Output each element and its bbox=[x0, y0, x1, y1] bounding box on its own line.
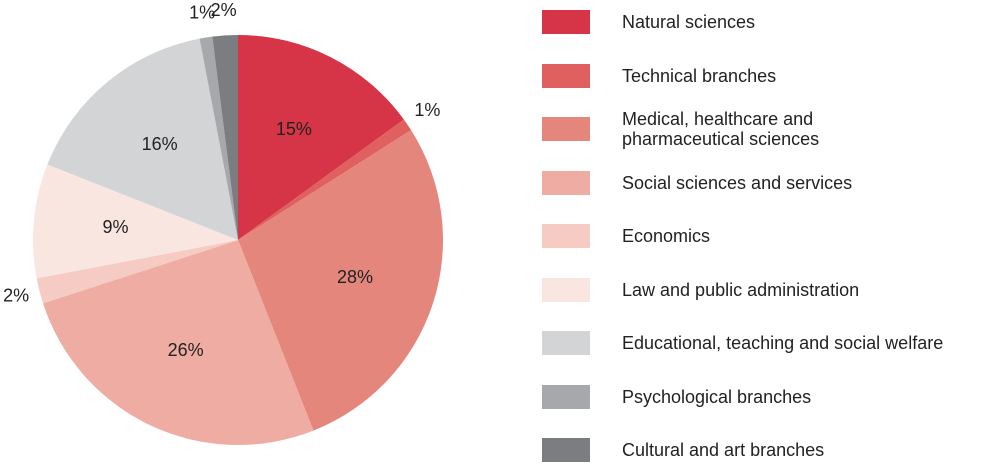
pie-slice bbox=[238, 119, 412, 240]
legend-swatch bbox=[542, 224, 590, 248]
legend-swatch bbox=[542, 10, 590, 34]
pie-chart: 15%1%28%26%2%9%16%1%2% bbox=[3, 0, 443, 445]
legend-label: Cultural and art branches bbox=[622, 440, 825, 460]
pie-slice bbox=[238, 35, 404, 240]
page: {"chart_data": {"type": "pie", "categori… bbox=[3, 0, 944, 462]
legend-swatch bbox=[542, 277, 590, 302]
legend-swatch bbox=[542, 384, 590, 409]
slice-label: 2% bbox=[211, 0, 237, 20]
legend-label: Technical branches bbox=[622, 65, 777, 86]
pie-slice bbox=[32, 164, 238, 279]
pie-slice bbox=[238, 130, 443, 431]
slice-label: 16% bbox=[142, 134, 178, 154]
slice-label: 26% bbox=[168, 340, 204, 360]
legend-item: Medical, healthcare and pharmaceutical s… bbox=[542, 109, 862, 149]
legend-item: Psychological branches bbox=[542, 377, 811, 417]
legend-item: Social sciences and services bbox=[542, 163, 852, 203]
legend-item: Natural sciences bbox=[542, 2, 755, 42]
legend-item: Technical branches bbox=[542, 56, 776, 96]
legend-label: Educational, teaching and social welfare bbox=[622, 333, 944, 353]
slice-label: 15% bbox=[276, 119, 312, 139]
legend-label: Law and public administration bbox=[622, 279, 860, 300]
legend-item: Law and public administration bbox=[542, 270, 859, 310]
legend-swatch bbox=[542, 117, 590, 141]
pie-slice bbox=[212, 35, 238, 240]
legend-label: Psychological branches bbox=[622, 386, 812, 407]
legend-swatch bbox=[542, 63, 590, 88]
legend-item: Economics bbox=[542, 216, 710, 256]
pie-slice bbox=[199, 36, 238, 240]
slice-label: 2% bbox=[3, 286, 29, 306]
legend-swatch bbox=[542, 331, 590, 355]
legend-label: Social sciences and services bbox=[622, 172, 853, 193]
legend-label: Natural sciences bbox=[622, 12, 756, 32]
slice-label: 9% bbox=[103, 217, 129, 237]
slice-label: 1% bbox=[189, 3, 215, 23]
legend-item: Cultural and art branches bbox=[542, 430, 824, 470]
legend-swatch bbox=[542, 170, 590, 195]
pie-slice bbox=[43, 240, 314, 445]
legend-item: Educational, teaching and social welfare bbox=[542, 323, 943, 363]
pie-slice bbox=[47, 38, 239, 240]
pie-slice bbox=[36, 240, 238, 304]
legend-label: Medical, healthcare and pharmaceutical s… bbox=[622, 109, 820, 149]
legend-label: Economics bbox=[622, 226, 711, 246]
slice-label: 1% bbox=[414, 100, 440, 120]
legend-swatch bbox=[542, 438, 590, 462]
slice-label: 28% bbox=[337, 267, 373, 287]
